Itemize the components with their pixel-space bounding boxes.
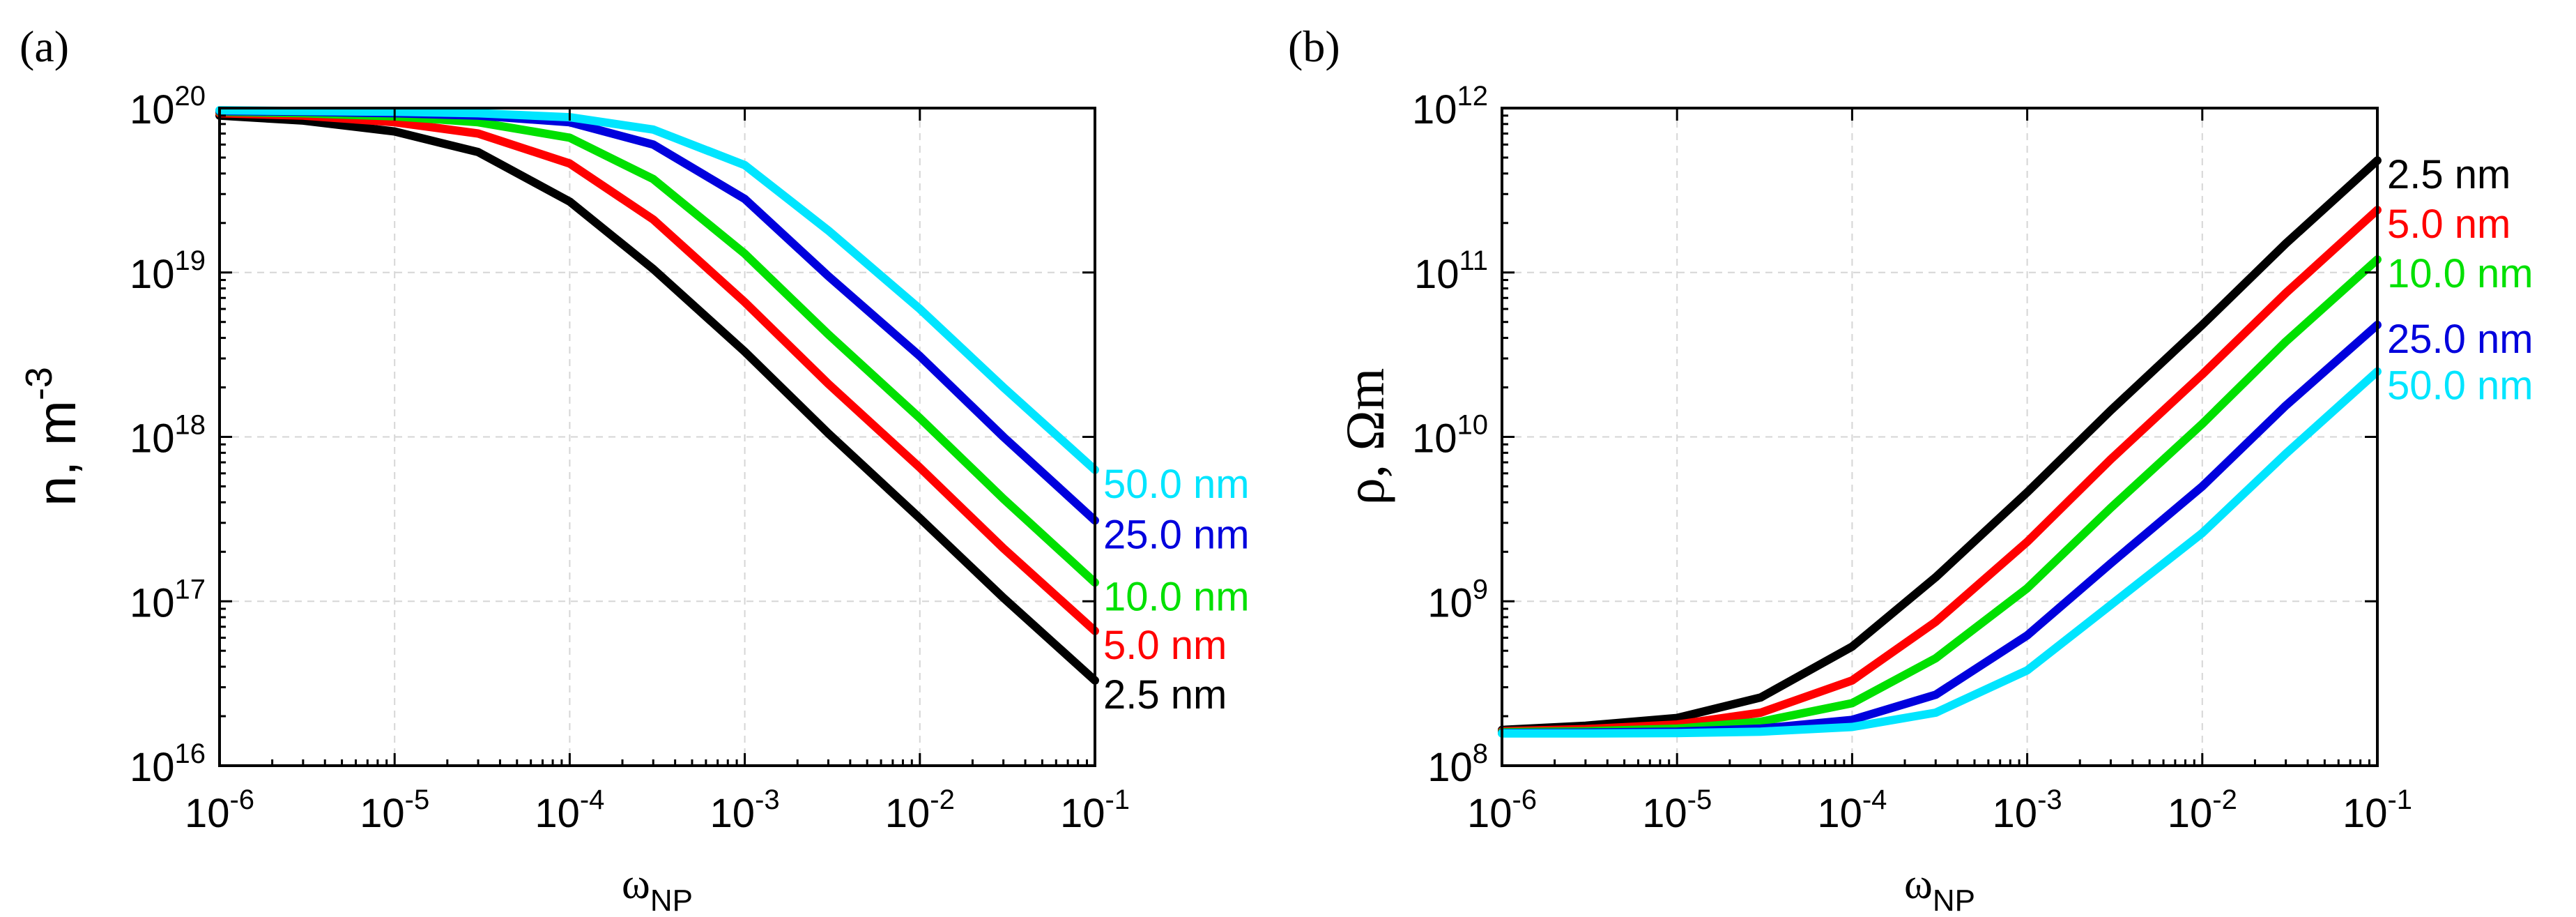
panel-a-y-tick-labels: 1016 1017 1018 1019 1020	[130, 81, 206, 790]
legend-entry: 25.0 nm	[2387, 317, 2533, 362]
panel-b-curves	[1498, 156, 2382, 738]
y-tick-label: 1018	[130, 410, 206, 462]
x-tick-label: 10-6	[185, 785, 254, 836]
legend-entry: 2.5 nm	[2387, 152, 2510, 197]
series-line	[215, 109, 1099, 635]
panel-b-y-axis-label: ρ, Ωm	[1335, 368, 1395, 506]
panel-b-label: (b)	[1288, 22, 1340, 71]
panel-b-x-tick-labels: 10-6 10-5 10-4 10-3 10-2 10-1	[1467, 785, 2412, 836]
y-tick-label: 1012	[1412, 81, 1488, 132]
panel-a-curves	[215, 106, 1099, 685]
panel-a-ticks	[218, 107, 1096, 767]
panel-b-ticks	[1501, 107, 2379, 767]
x-tick-label: 10-1	[1060, 785, 1130, 836]
panel-b: (b) 10-6 10-5 10-4 10-3 10-2 10-1 10810910101…	[1288, 22, 2533, 917]
x-tick-label: 10-4	[1817, 785, 1887, 836]
panel-a-legend: 50.0 nm 25.0 nm 10.0 nm5.0 nm2.5 nm	[1103, 462, 1250, 718]
legend-entry: 50.0 nm	[1103, 462, 1250, 507]
x-tick-label: 10-5	[360, 785, 429, 836]
x-tick-label: 10-3	[710, 785, 780, 836]
series-line	[215, 106, 1099, 474]
series-line	[1498, 156, 2382, 734]
legend-entry: 25.0 nm	[1103, 512, 1250, 557]
series-line	[1498, 367, 2382, 738]
x-tick-label: 10-5	[1642, 785, 1712, 836]
y-tick-label: 109	[1427, 574, 1488, 626]
x-tick-label: 10-1	[2343, 785, 2412, 836]
panel-a-y-axis-label: n, m-3	[18, 367, 87, 506]
y-tick-label: 108	[1427, 738, 1488, 790]
legend-entry: 2.5 nm	[1103, 672, 1227, 718]
x-tick-label: 10-4	[535, 785, 604, 836]
y-tick-label: 1019	[130, 245, 206, 297]
legend-entry: 10.0 nm	[1103, 574, 1250, 619]
series-line	[215, 111, 1099, 685]
panel-a: (a) 10-6 10-5 10-4 10-3 10-2 10-1 10161017101…	[18, 22, 1250, 917]
panel-a-grid	[220, 108, 1095, 766]
panel-a-x-tick-labels: 10-6 10-5 10-4 10-3 10-2 10-1	[185, 785, 1130, 836]
y-tick-label: 1016	[130, 738, 206, 790]
legend-entry: 10.0 nm	[2387, 251, 2533, 296]
y-tick-label: 1010	[1412, 410, 1488, 462]
panel-b-grid	[1502, 108, 2377, 766]
y-tick-label: 1011	[1414, 245, 1488, 297]
legend-entry: 5.0 nm	[1103, 623, 1227, 668]
y-tick-label: 1020	[130, 81, 206, 132]
panel-b-x-axis-label: ωNP	[1904, 861, 1975, 917]
legend-entry: 5.0 nm	[2387, 202, 2510, 247]
y-tick-label: 1017	[130, 574, 206, 626]
panel-a-x-axis-label: ωNP	[622, 861, 693, 917]
panel-b-y-tick-labels: 108 109 1010 1011 1012	[1412, 81, 1488, 790]
x-tick-label: 10-3	[1993, 785, 2062, 836]
x-tick-label: 10-2	[2168, 785, 2237, 836]
x-tick-label: 10-2	[885, 785, 955, 836]
legend-entry: 50.0 nm	[2387, 363, 2533, 409]
panel-a-label: (a)	[20, 22, 69, 71]
x-tick-label: 10-6	[1467, 785, 1537, 836]
